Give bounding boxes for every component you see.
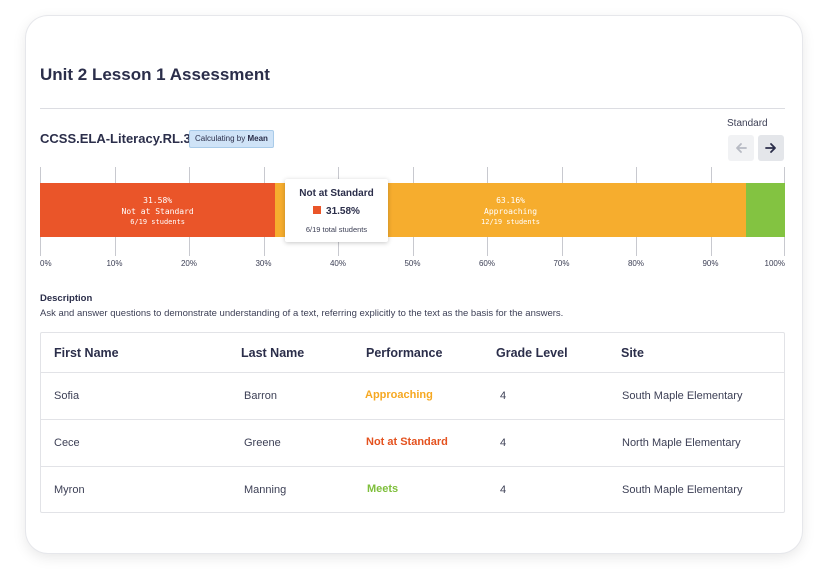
segment-count: 12/19 students	[481, 218, 541, 226]
tooltip-count: 6/19 total students	[305, 225, 368, 234]
bar-segment[interactable]: 31.58% Not at Standard 6/19 students	[40, 183, 276, 237]
segment-percent: 63.16%	[496, 196, 525, 205]
title-divider	[40, 108, 785, 109]
site-cell: North Maple Elementary	[622, 437, 741, 449]
grade-level-cell: 4	[500, 390, 507, 402]
table-row[interactable]: Sofia Barron Approaching 4 South Maple E…	[41, 373, 784, 420]
tooltip-value-row: 31.58%	[285, 206, 388, 217]
segment-name: Not at Standard	[121, 207, 194, 216]
stacked-bar: 31.58% Not at Standard 6/19 students 63.16%…	[40, 183, 785, 237]
site-cell: South Maple Elementary	[622, 390, 743, 402]
column-header-site[interactable]: Site	[621, 346, 644, 360]
grade-level-cell: 4	[500, 437, 507, 449]
standard-nav-label: Standard	[727, 118, 768, 129]
first-name-cell: Cece	[54, 437, 80, 449]
first-name-cell: Sofia	[54, 390, 80, 402]
last-name-cell: Manning	[244, 484, 287, 496]
x-tick-label: 60%	[478, 259, 495, 268]
arrow-left-icon	[736, 143, 747, 153]
column-header-performance[interactable]: Performance	[366, 346, 443, 360]
performance-distribution-chart: 31.58% Not at Standard 6/19 students 63.16%…	[40, 167, 785, 274]
bar-segment[interactable]	[745, 183, 785, 237]
x-tick-label: 10%	[106, 259, 123, 268]
column-header-first-name[interactable]: First Name	[54, 346, 119, 360]
description-text: Ask and answer questions to demonstrate …	[40, 308, 564, 319]
site-cell: South Maple Elementary	[622, 484, 743, 496]
next-standard-button[interactable]	[758, 135, 784, 161]
x-tick-label: 40%	[329, 259, 346, 268]
segment-label: 31.58% Not at Standard 6/19 students	[40, 195, 275, 228]
table-header-row: First Name Last Name Performance Grade L…	[41, 333, 784, 373]
last-name-cell: Greene	[244, 437, 281, 449]
last-name-cell: Barron	[244, 390, 278, 402]
x-tick-label: 30%	[255, 259, 272, 268]
student-table: First Name Last Name Performance Grade L…	[40, 332, 785, 513]
performance-cell: Not at Standard	[366, 436, 448, 448]
grade-level-cell: 4	[500, 484, 507, 496]
standard-code: CCSS.ELA-Literacy.RL.3.1	[40, 131, 202, 146]
calculation-method-badge: Calculating by Mean	[189, 130, 274, 148]
chart-tooltip: Not at Standard 31.58% 6/19 total studen…	[285, 179, 388, 242]
table-row[interactable]: Cece Greene Not at Standard 4 North Mapl…	[41, 420, 784, 467]
x-tick-label: 70%	[553, 259, 570, 268]
segment-label: 63.16% Approaching 12/19 students	[275, 195, 746, 228]
x-tick-label: 90%	[702, 259, 719, 268]
performance-cell: Approaching	[365, 389, 433, 401]
x-tick-label: 100%	[764, 259, 785, 268]
page-title: Unit 2 Lesson 1 Assessment	[40, 65, 270, 84]
x-tick-label: 0%	[40, 259, 52, 268]
calc-method: Mean	[247, 134, 268, 143]
previous-standard-button[interactable]	[728, 135, 754, 161]
column-header-grade-level[interactable]: Grade Level	[496, 346, 568, 360]
description-heading: Description	[40, 293, 93, 304]
tooltip-swatch	[313, 206, 322, 214]
arrow-right-icon	[765, 143, 776, 153]
x-tick-label: 80%	[627, 259, 644, 268]
x-tick-label: 20%	[180, 259, 197, 268]
assessment-card	[26, 16, 802, 553]
calc-prefix: Calculating by	[195, 134, 246, 143]
segment-count: 6/19 students	[130, 218, 186, 226]
column-header-last-name[interactable]: Last Name	[241, 346, 305, 360]
tooltip-title: Not at Standard	[299, 188, 374, 199]
first-name-cell: Myron	[54, 484, 85, 496]
segment-name: Approaching	[484, 207, 538, 216]
performance-cell: Meets	[367, 483, 399, 495]
segment-percent: 31.58%	[143, 196, 173, 205]
tooltip-value: 31.58%	[326, 206, 360, 217]
x-tick-label: 50%	[404, 259, 421, 268]
table-row[interactable]: Myron Manning Meets 4 South Maple Elemen…	[41, 467, 784, 513]
